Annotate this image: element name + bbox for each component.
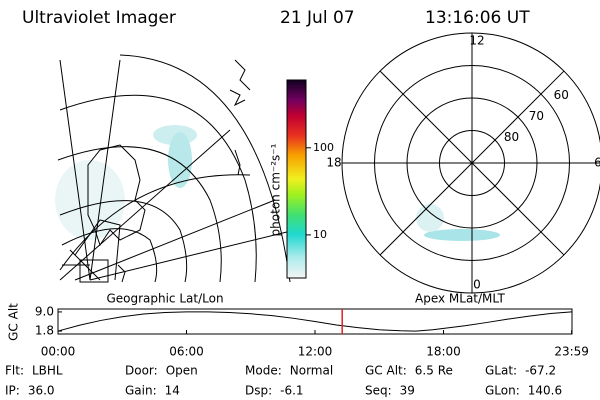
y-tick-label: 1.8	[35, 324, 54, 338]
colorbar-tick-label: 10	[313, 228, 327, 241]
grid	[62, 219, 121, 281]
instrument-title: Ultraviolet Imager	[22, 8, 176, 28]
parallel	[119, 54, 291, 283]
field-label: Dsp:	[245, 384, 272, 398]
polar-label: Apex MLat/MLT	[415, 292, 505, 306]
field-value: 6.5 Re	[415, 364, 453, 378]
altitude-label: GC Alt	[7, 303, 21, 341]
date: 21 Jul 07	[280, 8, 355, 28]
lat-ring	[406, 97, 538, 229]
colorbar	[286, 79, 307, 279]
meridian	[89, 229, 296, 281]
y-tick-label: 9.0	[35, 304, 54, 318]
mlt-label: 18	[326, 156, 341, 170]
geographic-map	[55, 54, 296, 283]
parallel	[59, 174, 251, 271]
field-label: Gain:	[125, 384, 157, 398]
meridian	[59, 59, 91, 281]
x-tick-label: 00:00	[41, 345, 76, 359]
field-label: Seq:	[365, 384, 392, 398]
parallel	[59, 94, 257, 283]
field-label: Mode:	[245, 364, 282, 378]
time: 13:16:06 UT	[425, 8, 530, 28]
field-value: Normal	[290, 364, 333, 378]
mlt-label: 6	[594, 156, 600, 170]
field-label: GLat:	[485, 364, 517, 378]
field-label: IP:	[5, 384, 20, 398]
lat-ring	[374, 65, 570, 261]
aurora	[424, 229, 500, 241]
field-value: Open	[166, 364, 198, 378]
altitude-curve	[57, 311, 572, 332]
polar-map: 80 70 60 12 18 0 6	[326, 32, 600, 294]
mlt-label: 0	[473, 278, 481, 292]
aurora	[416, 204, 444, 232]
field-label: GLon:	[485, 384, 520, 398]
box	[79, 259, 109, 283]
x-tick-label: 18:00	[426, 345, 461, 359]
field-label: GC Alt:	[365, 364, 407, 378]
field-value: 14	[165, 384, 180, 398]
field-value: -67.2	[525, 364, 556, 378]
x-tick-label: 23:59	[554, 345, 589, 359]
x-tick-label: 06:00	[169, 345, 204, 359]
field-value: 36.0	[28, 384, 55, 398]
coastline	[87, 144, 146, 247]
meridian	[59, 129, 231, 281]
coastline	[117, 59, 251, 283]
lat-label: 70	[529, 109, 544, 123]
lat-label: 60	[554, 88, 569, 102]
lat-ring	[439, 130, 505, 196]
lat-label: 80	[504, 130, 519, 144]
aurora	[168, 132, 192, 188]
aurora	[55, 160, 125, 240]
field-value: LBHL	[32, 364, 63, 378]
x-tick-label: 12:00	[298, 345, 333, 359]
field-label: Door:	[125, 364, 158, 378]
field-label: Flt:	[5, 364, 24, 378]
field-value: 39	[400, 384, 415, 398]
colorbar-tick-label: 100	[313, 141, 334, 154]
field-value: -6.1	[280, 384, 303, 398]
colorbar-label: photon cm⁻²s⁻¹	[269, 143, 283, 236]
geo-label: Geographic Lat/Lon	[106, 292, 223, 306]
field-value: 140.6	[528, 384, 562, 398]
parallel	[59, 200, 188, 283]
mlt-label: 12	[469, 34, 484, 48]
